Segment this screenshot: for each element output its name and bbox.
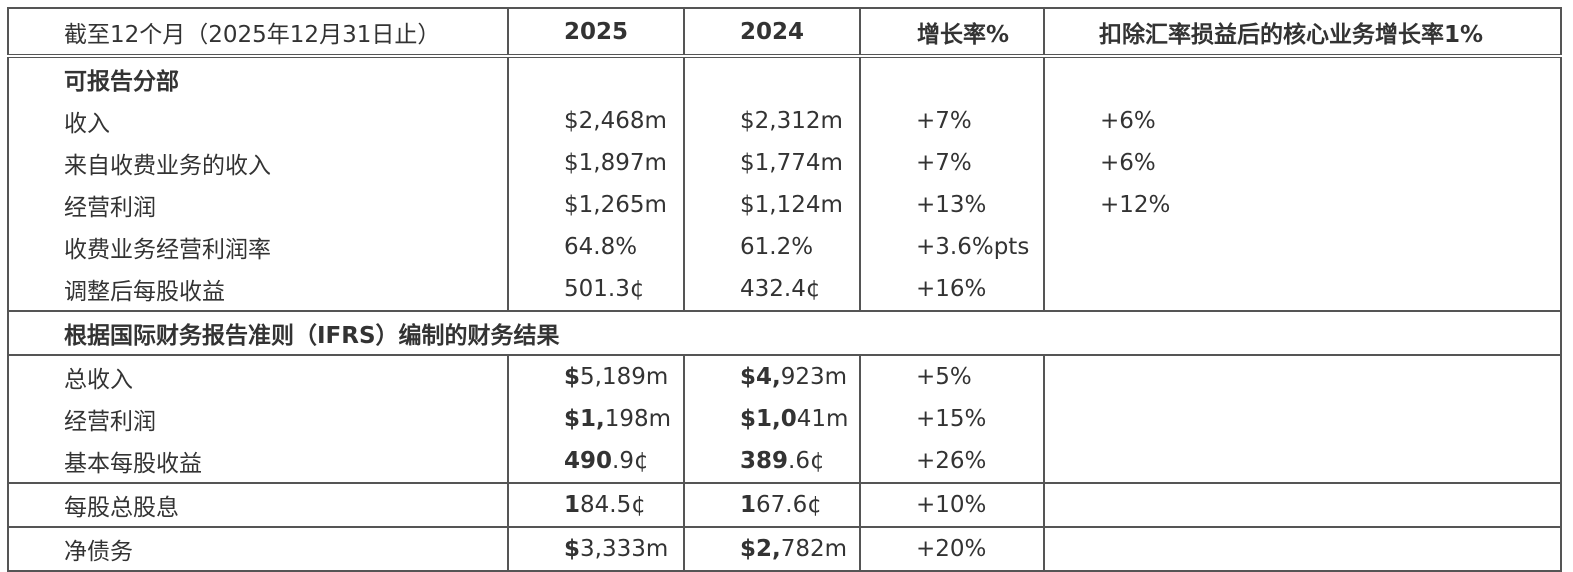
section-title-row: 根据国际财务报告准则（IFRS）编制的财务结果 xyxy=(7,310,1562,356)
row-label: 总收入 xyxy=(7,355,509,398)
net-debt-row: 净债务 $3,333m $2,782m +20% xyxy=(7,526,1562,572)
value-growth: +26% xyxy=(859,440,1045,483)
value-2025: $2,468m xyxy=(507,100,685,142)
table-row: 基本每股收益 490.9¢ 389.6¢ +26% xyxy=(7,440,1562,483)
section-title-row: 可报告分部 xyxy=(7,56,1562,100)
table-row: 经营利润 $1,198m $1,041m +15% xyxy=(7,398,1562,440)
row-label: 来自收费业务的收入 xyxy=(7,142,509,184)
dividend-row: 每股总股息 184.5¢ 167.6¢ +10% xyxy=(7,482,1562,527)
value-core-growth: +6% xyxy=(1043,142,1562,184)
table-row: 调整后每股收益 501.3¢ 432.4¢ +16% xyxy=(7,268,1562,311)
row-label: 经营利润 xyxy=(7,184,509,226)
value-growth: +3.6%pts xyxy=(859,226,1045,268)
table-row: 来自收费业务的收入 $1,897m $1,774m +7% +6% xyxy=(7,142,1562,184)
value-growth: +20% xyxy=(859,526,1045,572)
value-2024: 167.6¢ xyxy=(683,482,861,527)
header-2024: 2024 xyxy=(683,7,861,58)
row-label: 收费业务经营利润率 xyxy=(7,226,509,268)
value-2024: 389.6¢ xyxy=(683,440,861,483)
value-2024: $2,782m xyxy=(683,526,861,572)
row-label: 调整后每股收益 xyxy=(7,268,509,311)
value-2024: $2,312m xyxy=(683,100,861,142)
value-2024: $1,774m xyxy=(683,142,861,184)
value-2025: 490.9¢ xyxy=(507,440,685,483)
value-2025: 64.8% xyxy=(507,226,685,268)
value-2025: $5,189m xyxy=(507,355,685,398)
value-2025: 501.3¢ xyxy=(507,268,685,311)
table-row: 总收入 $5,189m $4,923m +5% xyxy=(7,355,1562,398)
value-2024: 432.4¢ xyxy=(683,268,861,311)
value-growth: +7% xyxy=(859,142,1045,184)
value-growth: +5% xyxy=(859,355,1045,398)
table-row: 收费业务经营利润率 64.8% 61.2% +3.6%pts xyxy=(7,226,1562,268)
row-label: 每股总股息 xyxy=(7,482,509,527)
value-2024: $1,041m xyxy=(683,398,861,440)
value-growth: +7% xyxy=(859,100,1045,142)
value-2025: $1,265m xyxy=(507,184,685,226)
value-2024: $4,923m xyxy=(683,355,861,398)
header-period: 截至12个月（2025年12月31日止） xyxy=(7,7,509,58)
row-label: 收入 xyxy=(7,100,509,142)
value-2025: 184.5¢ xyxy=(507,482,685,527)
row-label: 基本每股收益 xyxy=(7,440,509,483)
value-core-growth xyxy=(1043,226,1562,268)
header-2025: 2025 xyxy=(507,7,685,58)
value-core-growth: +6% xyxy=(1043,100,1562,142)
table-row: 经营利润 $1,265m $1,124m +13% +12% xyxy=(7,184,1562,226)
table-row: 收入 $2,468m $2,312m +7% +6% xyxy=(7,100,1562,142)
row-label: 净债务 xyxy=(7,526,509,572)
row-label: 经营利润 xyxy=(7,398,509,440)
value-growth: +15% xyxy=(859,398,1045,440)
value-2025: $1,198m xyxy=(507,398,685,440)
value-2025: $3,333m xyxy=(507,526,685,572)
value-2025: $1,897m xyxy=(507,142,685,184)
value-core-growth xyxy=(1043,268,1562,311)
value-growth: +13% xyxy=(859,184,1045,226)
value-growth: +16% xyxy=(859,268,1045,311)
value-core-growth: +12% xyxy=(1043,184,1562,226)
value-growth: +10% xyxy=(859,482,1045,527)
section-title: 根据国际财务报告准则（IFRS）编制的财务结果 xyxy=(7,310,1562,356)
value-2024: 61.2% xyxy=(683,226,861,268)
header-core-growth: 扣除汇率损益后的核心业务增长率1% xyxy=(1043,7,1562,58)
section-title: 可报告分部 xyxy=(7,56,509,100)
value-2024: $1,124m xyxy=(683,184,861,226)
financial-summary-table: 截至12个月（2025年12月31日止） 2025 2024 增长率% 扣除汇率… xyxy=(7,7,1562,572)
header-row: 截至12个月（2025年12月31日止） 2025 2024 增长率% 扣除汇率… xyxy=(7,7,1562,58)
header-growth: 增长率% xyxy=(859,7,1045,58)
